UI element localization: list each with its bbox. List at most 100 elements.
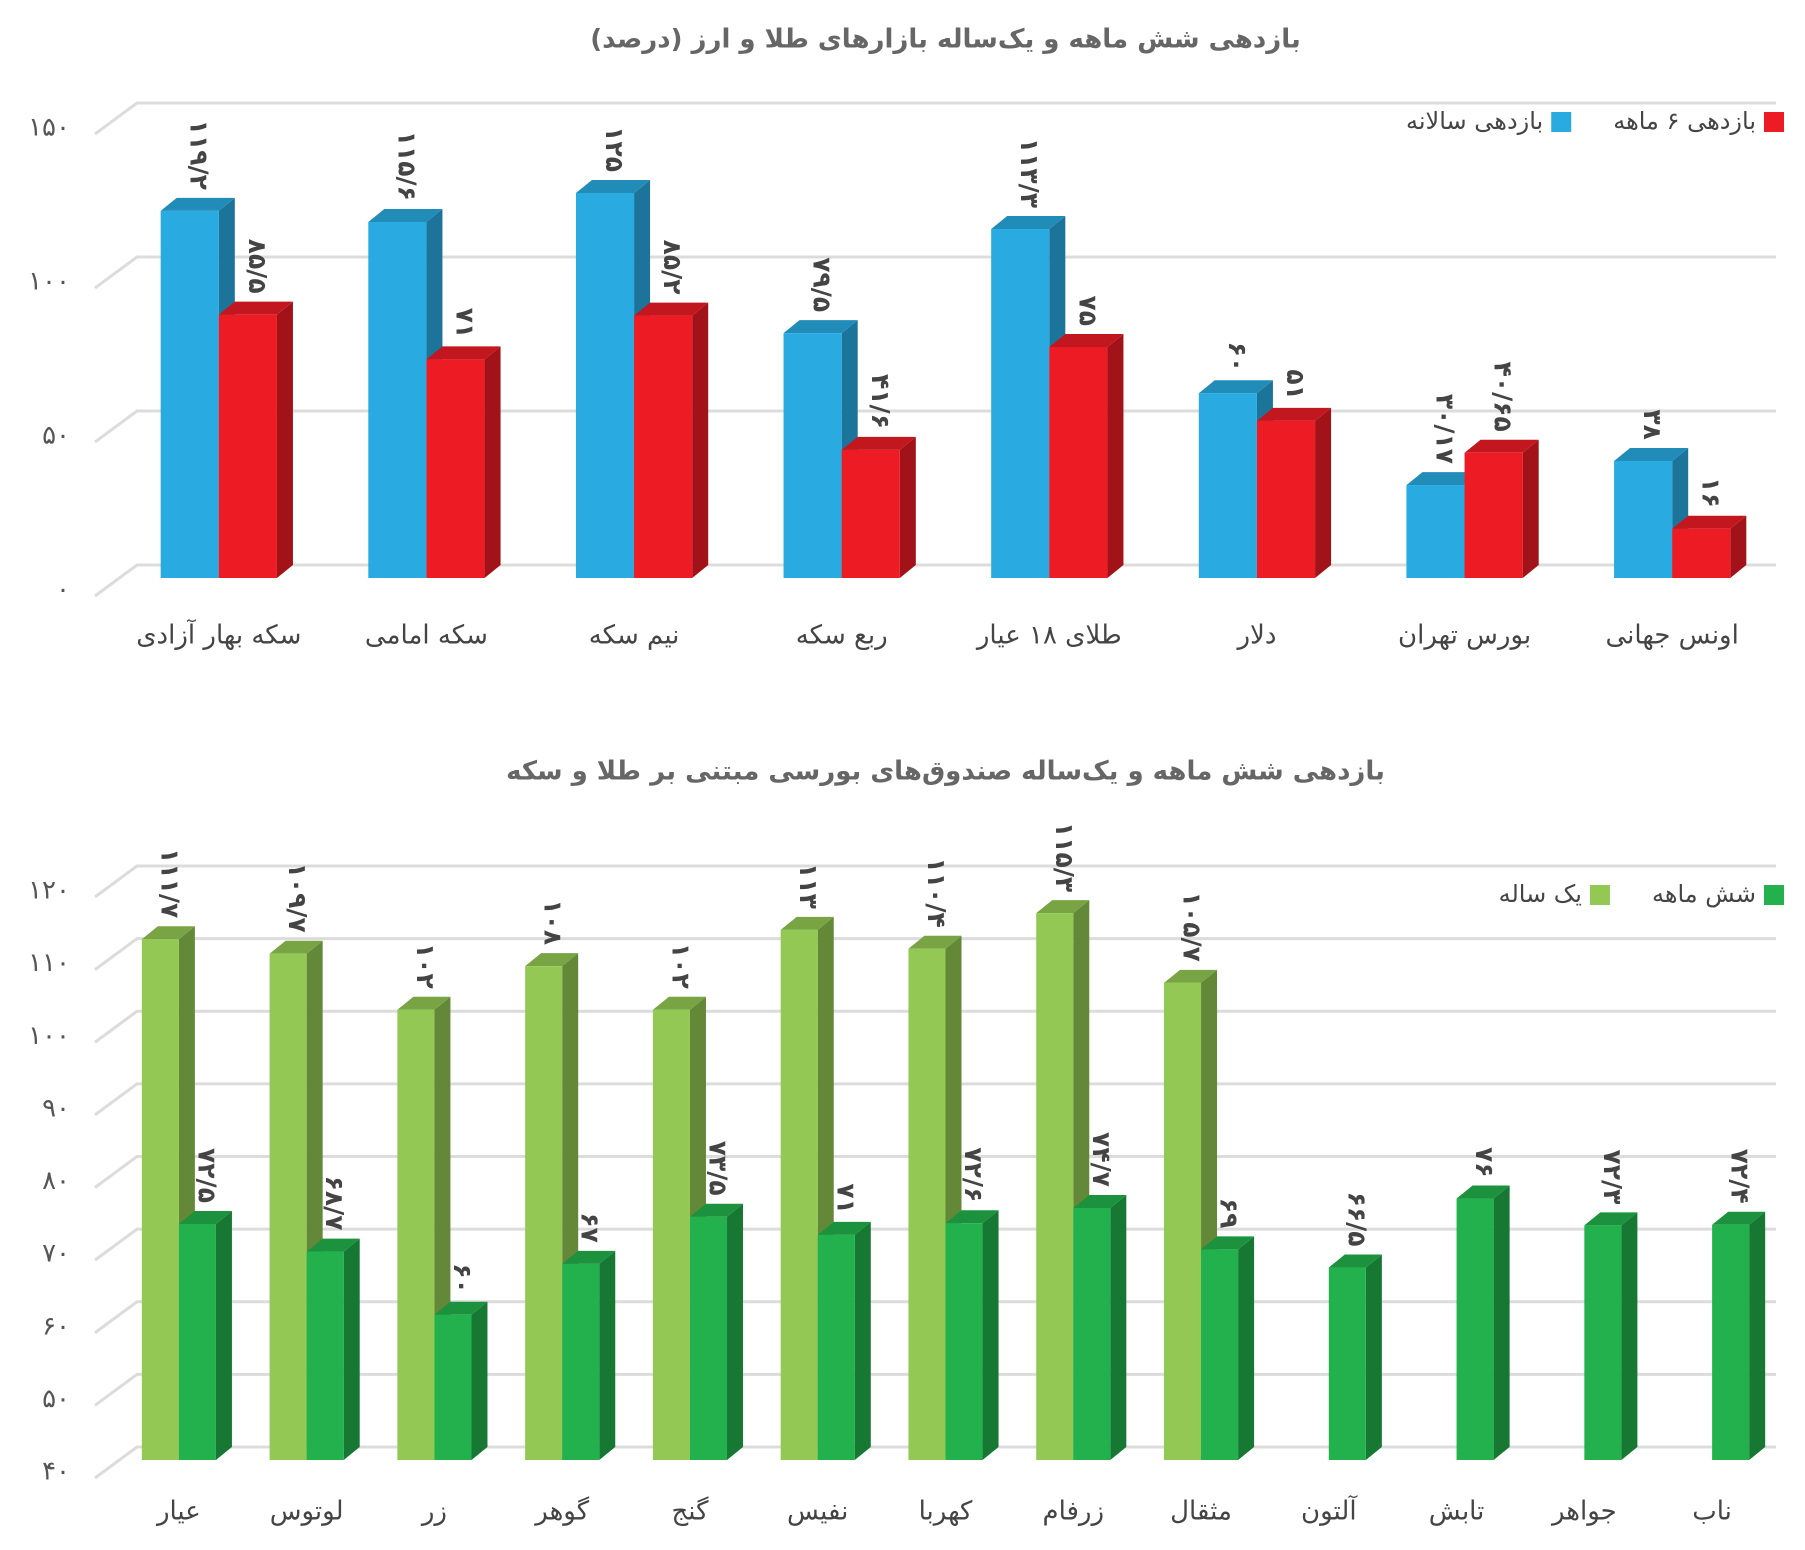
y-tick-label: ۷۰ [42, 1239, 70, 1269]
chart-title: بازدهی شش ماهه و یک‌ساله بازارهای طلا و … [590, 25, 1300, 55]
x-tick-label: زرفام [1042, 1497, 1104, 1527]
value-label: ۷۵ [1073, 295, 1102, 326]
grid-line [94, 101, 1776, 136]
x-tick-label: سکه امامی [365, 621, 488, 651]
value-label: ۶۶/۵ [1342, 1192, 1371, 1247]
value-label: ۱۰۵/۷ [1178, 892, 1207, 962]
y-tick-label: ۱۰۰ [28, 1021, 70, 1051]
legend-swatch [1764, 112, 1784, 132]
bar-top [397, 996, 451, 1010]
x-tick-label: اونس جهانی [1606, 621, 1739, 651]
value-label: ۷۳/۵ [703, 1141, 732, 1196]
value-label: ۸۵/۵ [243, 239, 272, 294]
bar-top [817, 1221, 871, 1235]
value-label: ۷۱ [451, 308, 480, 339]
bar-top [426, 346, 501, 360]
bar [1201, 1249, 1239, 1460]
x-tick-label: طلای ۱۸ عیار [975, 621, 1122, 651]
legend-label: بازدهی ۶ ماهه [1613, 107, 1756, 135]
bar-side [1365, 1254, 1382, 1460]
value-label: ۷۲/۵ [192, 1148, 221, 1203]
bar-side [1522, 439, 1539, 578]
x-tick-label: سکه بهار آزادی [136, 619, 301, 651]
bar [1073, 1207, 1111, 1460]
y-tick-label: ۸۰ [42, 1166, 70, 1196]
bar [434, 1314, 472, 1460]
value-label: ۶۰ [448, 1263, 477, 1294]
legend-label: بازدهی سالانه [1406, 107, 1543, 135]
bar [1256, 420, 1316, 578]
bar [218, 314, 277, 578]
bar-side [854, 1221, 871, 1460]
bar [562, 1263, 600, 1460]
bar-top [1036, 900, 1090, 914]
bar-top [160, 197, 235, 211]
value-label: ۱۱۳ [794, 863, 823, 909]
bar [1328, 1267, 1366, 1460]
value-label: ۱۱۹/۲ [185, 120, 214, 190]
bar-top [1712, 1211, 1766, 1225]
value-label: ۱۰۲ [666, 943, 695, 989]
y-tick-label: ۵۰ [42, 1384, 70, 1414]
bar-side [1110, 1194, 1127, 1460]
bar-top [1464, 439, 1539, 453]
value-label: ۶۷ [576, 1212, 605, 1243]
bar-side [471, 1301, 488, 1460]
grid-line [94, 937, 1776, 971]
bar [368, 221, 427, 578]
bar-top [1328, 1254, 1382, 1268]
bar-side [215, 1210, 232, 1460]
bar [1198, 393, 1257, 578]
value-label: ۱۲۵ [600, 126, 629, 172]
bar [178, 1223, 216, 1460]
bar-side [1238, 1236, 1255, 1460]
bar [1614, 460, 1673, 578]
chart-title: بازدهی شش ماهه و یک‌ساله صندوق‌های بورسی… [506, 757, 1385, 787]
y-tick-label: ۱۲۰ [28, 876, 70, 906]
value-label: ۷۲/۶ [959, 1147, 988, 1202]
bar-top [780, 916, 834, 930]
bar [1464, 452, 1523, 578]
bar-top [218, 301, 293, 315]
bar [306, 1251, 344, 1460]
bar [1163, 982, 1202, 1460]
bar-top [1073, 1194, 1127, 1208]
bar [652, 1009, 690, 1460]
bar [1406, 485, 1465, 578]
chart: بازدهی شش ماهه و یک‌ساله صندوق‌های بورسی… [28, 757, 1784, 1527]
bar-side [1749, 1211, 1766, 1460]
bar [269, 953, 307, 1460]
bar [783, 333, 842, 578]
legend-swatch [1551, 112, 1572, 132]
bar-top [1672, 515, 1747, 529]
bar-side [1621, 1212, 1638, 1460]
value-label: ۱۱۵/۶ [392, 131, 421, 201]
bar-side [1730, 515, 1747, 578]
bar [1712, 1224, 1750, 1460]
bar-side [727, 1203, 744, 1460]
bar-side [484, 346, 501, 578]
bar [160, 210, 219, 578]
bar [945, 1223, 983, 1460]
bar-top [434, 1301, 488, 1315]
x-tick-label: لوتوس [270, 1497, 344, 1527]
bar-side [1493, 1185, 1510, 1460]
y-tick-label: ۹۰ [42, 1093, 70, 1123]
bar-top [1584, 1212, 1638, 1226]
x-tick-label: گنج [671, 1496, 709, 1527]
legend-swatch [1589, 885, 1610, 905]
x-tick-label: آلتون [1301, 1495, 1358, 1527]
bar-side [1315, 407, 1332, 578]
bar-top [652, 996, 706, 1010]
value-label: ۱۰۹/۷ [283, 863, 312, 933]
bar [634, 315, 693, 578]
value-label: ۱۱۳/۳ [1015, 138, 1044, 208]
chart: بازدهی شش ماهه و یک‌ساله بازارهای طلا و … [28, 25, 1784, 651]
bar [1584, 1225, 1622, 1460]
bar-side [899, 436, 916, 578]
grid-line [94, 1009, 1776, 1044]
value-label: ۷۱ [831, 1183, 860, 1214]
y-tick-label: ۶۰ [42, 1311, 70, 1341]
y-tick-label: ۱۱۰ [28, 948, 70, 978]
value-label: ۷۶ [1470, 1147, 1499, 1178]
